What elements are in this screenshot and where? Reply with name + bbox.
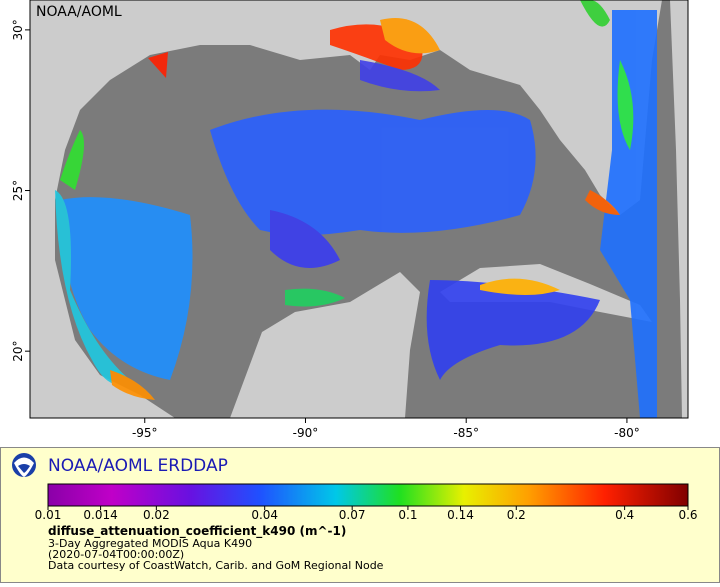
colorbar-tick-label: 0.2 <box>507 508 526 522</box>
colorbar-tick-label: 0.07 <box>339 508 366 522</box>
variable-name: diffuse_attenuation_coefficient_k490 (m^… <box>48 524 346 539</box>
map-label: NOAA/AOML <box>36 4 122 20</box>
logo <box>12 453 36 477</box>
land <box>30 0 662 418</box>
colorbar-tick-label: 0.1 <box>398 508 417 522</box>
x-tick-label: -90° <box>293 426 319 440</box>
colorbar-tick-label: 0.02 <box>143 508 170 522</box>
info-line: 3-Day Aggregated MODIS Aqua K490 <box>48 537 252 550</box>
land <box>670 0 688 418</box>
colorbar-tick-label: 0.01 <box>35 508 62 522</box>
colorbar-tick-label: 0.4 <box>615 508 634 522</box>
colorbar-tick-label: 0.6 <box>678 508 697 522</box>
colorbar-tick-label: 0.014 <box>83 508 117 522</box>
y-tick-label: 30° <box>11 19 25 40</box>
map <box>30 0 688 418</box>
colorbar-ticks: 0.01 0.014 0.02 0.04 0.07 0.1 0.14 0.2 0.4 0.6 <box>35 506 698 522</box>
x-tick-label: -85° <box>453 426 479 440</box>
x-tick-label: -95° <box>132 426 158 440</box>
info-line: Data courtesy of CoastWatch, Carib. and … <box>48 559 384 572</box>
colorbar <box>47 483 689 507</box>
y-tick-label: 20° <box>11 341 25 362</box>
k490-field <box>55 0 657 418</box>
land <box>230 272 420 418</box>
colorbar-tick-label: 0.14 <box>447 508 474 522</box>
axis-ticks: -95° -90° -85° -80° 30° 25° 20° <box>11 19 640 440</box>
info-line: (2020-07-04T00:00:00Z) <box>48 548 184 561</box>
x-tick-label: -80° <box>614 426 640 440</box>
y-tick-label: 25° <box>11 180 25 201</box>
colorbar-tick-label: 0.04 <box>251 508 278 522</box>
map-frame <box>29 0 689 419</box>
legend-title: NOAA/AOML ERDDAP <box>48 456 228 476</box>
legend-panel <box>0 447 720 583</box>
